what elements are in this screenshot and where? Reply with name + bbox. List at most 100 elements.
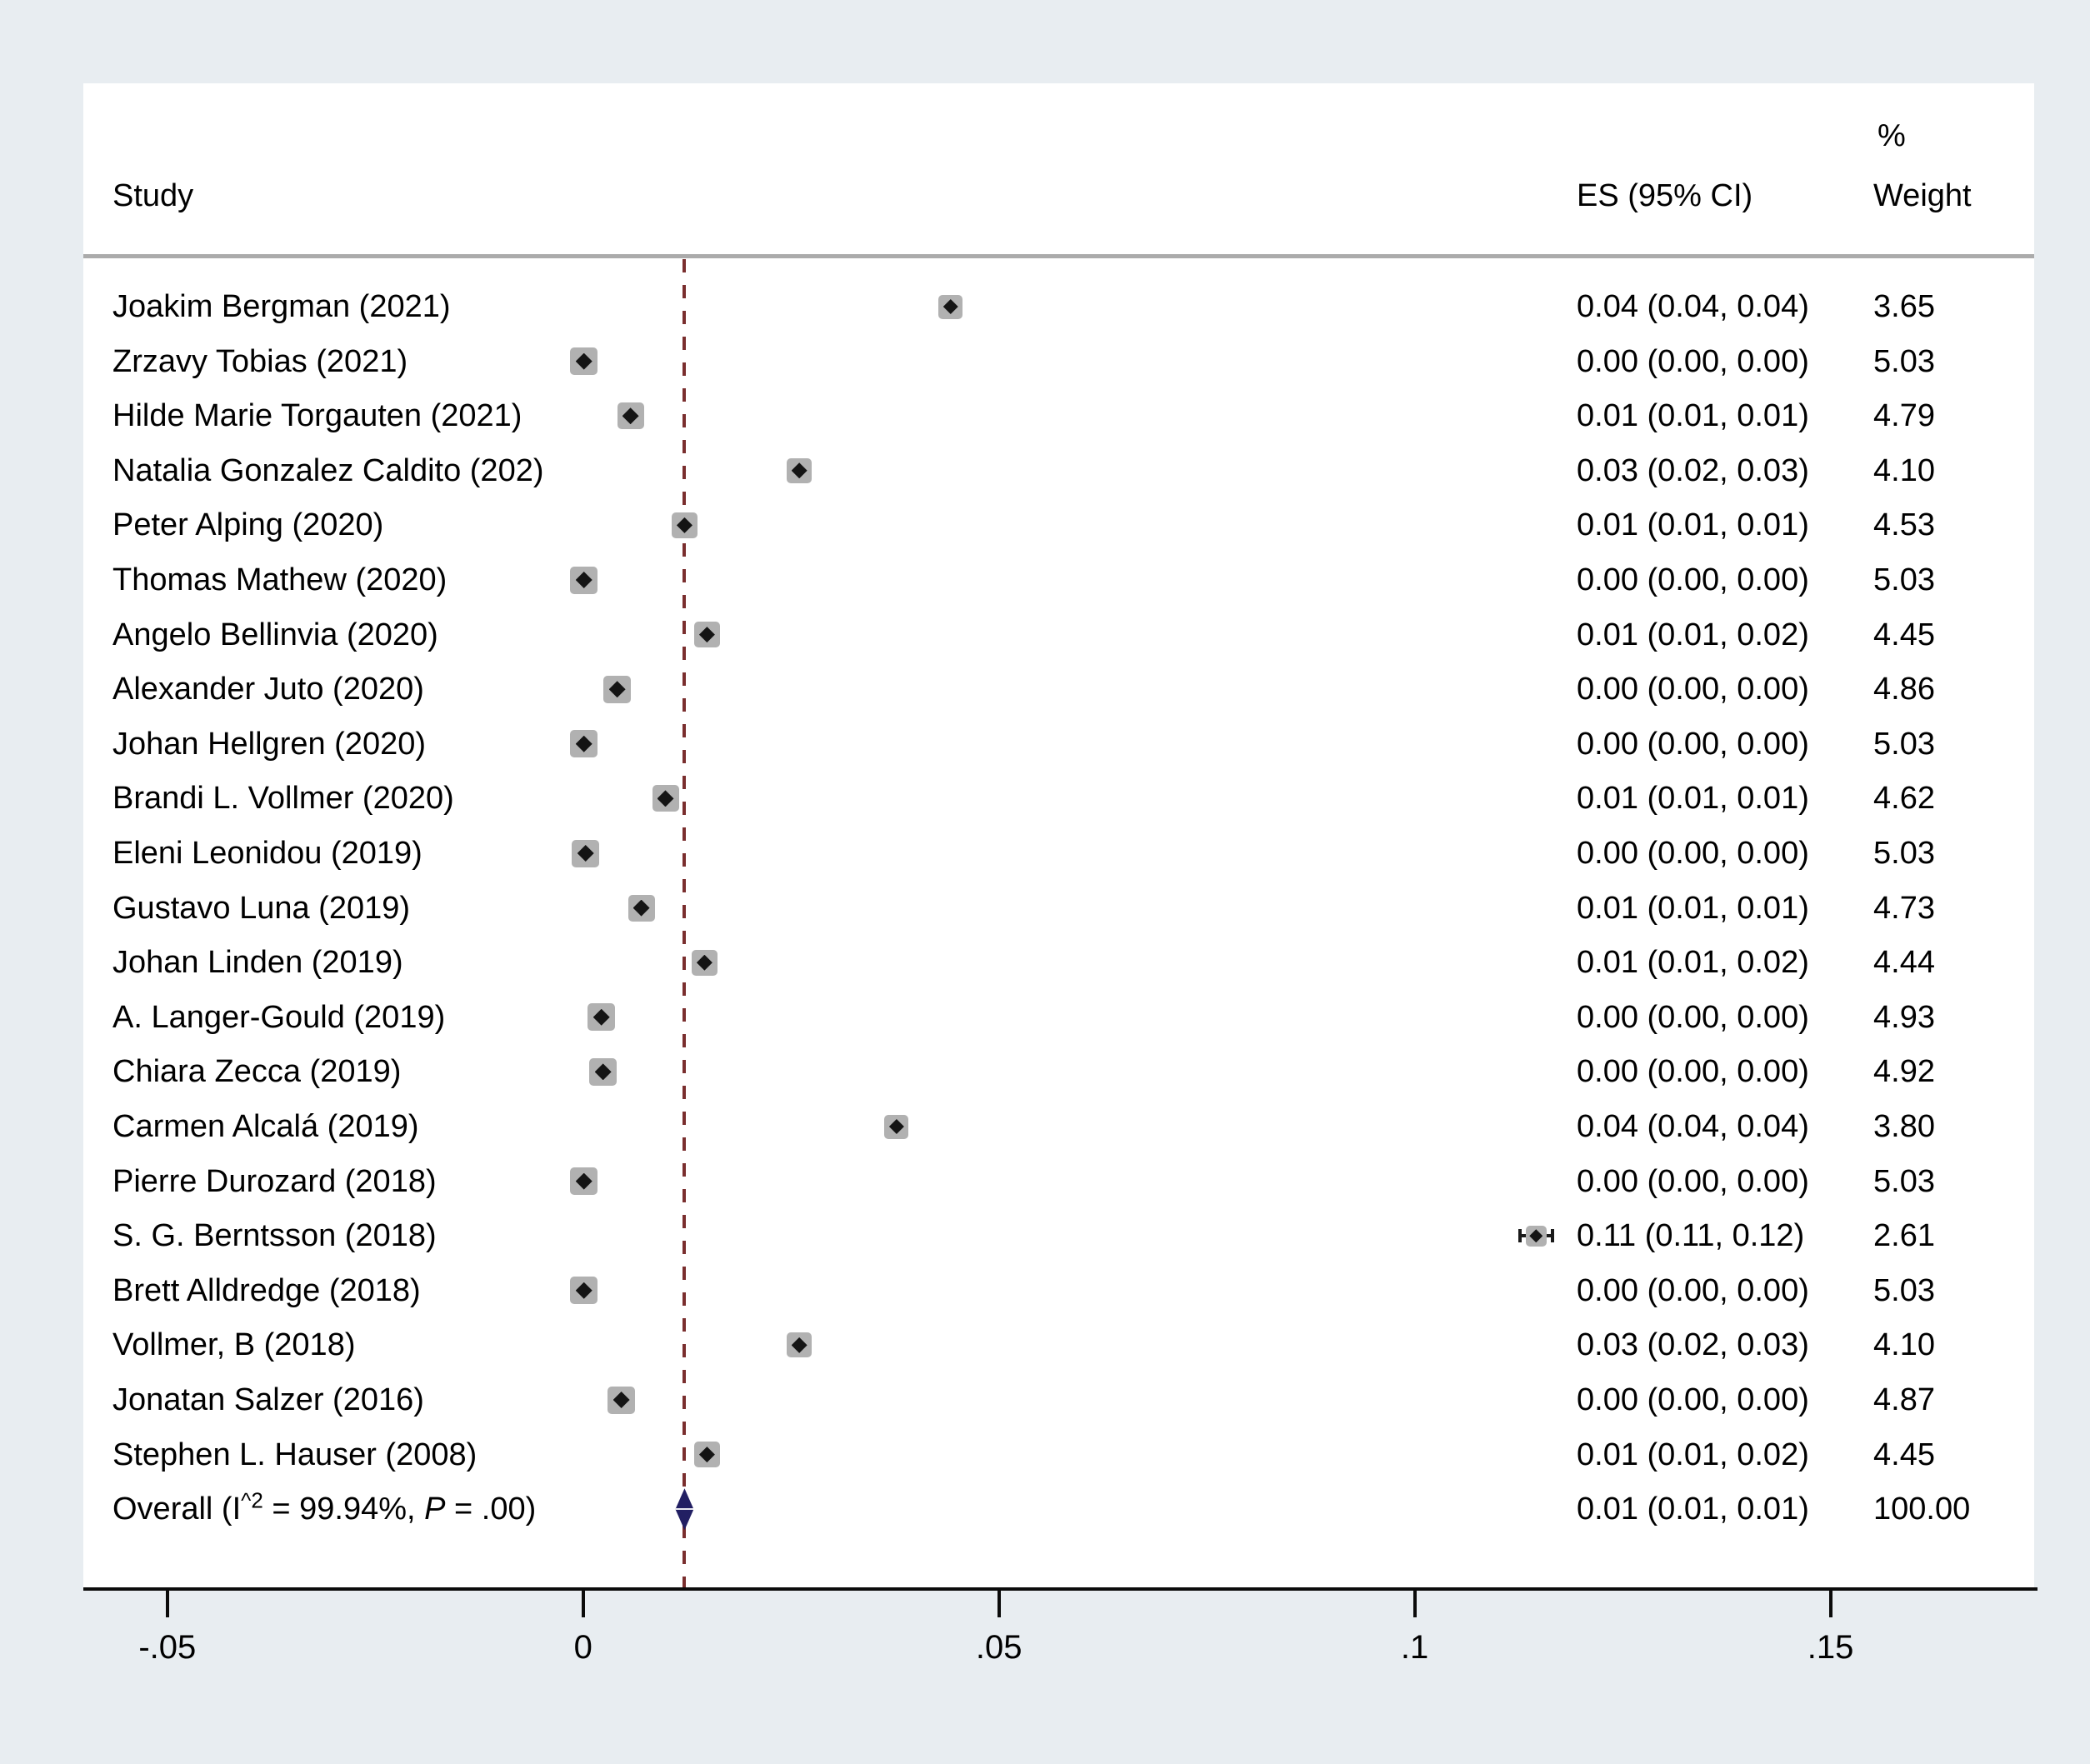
weight-value: 4.45	[1873, 617, 1935, 652]
forest-row: Hilde Marie Torgauten (2021) 0.01 (0.01, …	[0, 388, 2090, 443]
weight-value: 5.03	[1873, 343, 1935, 379]
forest-row: Zrzavy Tobias (2021) 0.00 (0.00, 0.00) 5.0…	[0, 334, 2090, 389]
effect-marker-square	[572, 839, 600, 867]
weight-value: 5.03	[1873, 1163, 1935, 1199]
forest-row: Gustavo Luna (2019) 0.01 (0.01, 0.01) 4.73	[0, 881, 2090, 936]
study-label: Gustavo Luna (2019)	[112, 890, 411, 926]
es-ci-value: 0.00 (0.00, 0.00)	[1577, 836, 1809, 871]
forest-row: Carmen Alcalá (2019) 0.04 (0.04, 0.04) 3.8…	[0, 1099, 2090, 1154]
es-ci-value: 0.04 (0.04, 0.04)	[1577, 1109, 1809, 1144]
weight-value: 5.03	[1873, 836, 1935, 871]
effect-marker-square	[652, 785, 679, 812]
forest-row: Joakim Bergman (2021) 0.04 (0.04, 0.04) 3.…	[0, 279, 2090, 334]
effect-marker-square	[1525, 1225, 1547, 1247]
es-column-header: ES (95% CI)	[1577, 178, 1753, 213]
effect-marker-square	[570, 566, 598, 594]
effect-marker-square	[787, 1332, 812, 1358]
es-ci-value: 0.03 (0.02, 0.03)	[1577, 452, 1809, 488]
percent-header: %	[1878, 118, 1906, 153]
weight-value: 4.45	[1873, 1437, 1935, 1472]
es-ci-value: 0.01 (0.01, 0.02)	[1577, 1437, 1809, 1472]
study-label: Natalia Gonzalez Caldito (202)	[112, 452, 544, 488]
weight-value: 4.93	[1873, 999, 1935, 1035]
study-label: Eleni Leonidou (2019)	[112, 836, 422, 871]
effect-marker-square	[617, 402, 644, 430]
effect-marker-diamond	[698, 627, 715, 643]
weight-value: 5.03	[1873, 562, 1935, 597]
forest-row: Thomas Mathew (2020) 0.00 (0.00, 0.00) 5.0…	[0, 552, 2090, 607]
es-ci-value: 0.00 (0.00, 0.00)	[1577, 1272, 1809, 1308]
study-label: Pierre Durozard (2018)	[112, 1163, 437, 1199]
forest-row: Alexander Juto (2020) 0.00 (0.00, 0.00) 4.…	[0, 662, 2090, 717]
effect-marker-diamond	[612, 1392, 630, 1408]
x-axis-tick-label: .15	[1807, 1629, 1854, 1666]
effect-marker-square	[589, 1057, 618, 1086]
forest-row: Natalia Gonzalez Caldito (202) 0.03 (0.02…	[0, 443, 2090, 498]
study-label: Peter Alping (2020)	[112, 507, 384, 543]
effect-marker-diamond	[575, 735, 592, 752]
weight-value: 3.80	[1873, 1109, 1935, 1144]
effect-marker-diamond	[698, 1447, 715, 1463]
forest-row: Chiara Zecca (2019) 0.00 (0.00, 0.00) 4.92	[0, 1044, 2090, 1099]
effect-marker-square	[787, 457, 812, 483]
es-ci-value: 0.01 (0.01, 0.02)	[1577, 617, 1809, 652]
es-ci-value: 0.01 (0.01, 0.01)	[1577, 507, 1809, 543]
es-ci-value: 0.03 (0.02, 0.03)	[1577, 1327, 1809, 1363]
study-label: Brandi L. Vollmer (2020)	[112, 781, 454, 817]
weight-value: 4.62	[1873, 781, 1935, 817]
effect-marker-square	[603, 675, 632, 703]
weight-value: 4.79	[1873, 398, 1935, 434]
es-ci-value: 0.01 (0.01, 0.01)	[1577, 398, 1809, 434]
x-axis-tick-label: .05	[975, 1629, 1022, 1666]
forest-row: Jonatan Salzer (2016) 0.00 (0.00, 0.00) 4.…	[0, 1372, 2090, 1427]
es-ci-value: 0.00 (0.00, 0.00)	[1577, 1382, 1809, 1417]
study-label: Hilde Marie Torgauten (2021)	[112, 398, 522, 434]
effect-marker-diamond	[657, 790, 674, 807]
es-ci-value: 0.00 (0.00, 0.00)	[1577, 1163, 1809, 1199]
x-axis-tick	[581, 1591, 585, 1617]
study-label: Johan Hellgren (2020)	[112, 726, 427, 762]
effect-marker-square	[628, 894, 655, 922]
effect-marker-diamond	[575, 572, 592, 588]
effect-marker-square	[693, 1442, 720, 1468]
effect-marker-square	[608, 1386, 636, 1414]
es-ci-value: 0.00 (0.00, 0.00)	[1577, 343, 1809, 379]
study-column-header: Study	[112, 178, 194, 213]
effect-marker-diamond	[632, 899, 650, 917]
es-ci-value: 0.04 (0.04, 0.04)	[1577, 289, 1809, 324]
overall-pooled-diamond	[675, 1488, 694, 1531]
study-label: Brett Alldredge (2018)	[112, 1272, 421, 1308]
weight-value: 4.10	[1873, 1327, 1935, 1363]
study-label: Vollmer, B (2018)	[112, 1327, 356, 1363]
overall-row: Overall (I^2 = 99.94%, P = .00) 0.01 (0.0…	[0, 1482, 2090, 1537]
effect-marker-diamond	[608, 681, 626, 698]
effect-marker-diamond	[622, 407, 639, 425]
forest-row: A. Langer-Gould (2019) 0.00 (0.00, 0.00) 4…	[0, 990, 2090, 1045]
weight-value: 4.10	[1873, 452, 1935, 488]
effect-marker-diamond	[791, 1337, 808, 1353]
effect-marker-square	[938, 294, 963, 319]
study-label: A. Langer-Gould (2019)	[112, 999, 446, 1035]
study-label: Overall (I^2 = 99.94%, P = .00)	[112, 1487, 537, 1527]
es-ci-value: 0.01 (0.01, 0.02)	[1577, 945, 1809, 981]
effect-marker-diamond	[594, 1063, 612, 1081]
forest-row: Johan Linden (2019) 0.01 (0.01, 0.02) 4.44	[0, 935, 2090, 990]
forest-row: Johan Hellgren (2020) 0.00 (0.00, 0.00) 5.…	[0, 717, 2090, 772]
forest-row: Stephen L. Hauser (2008) 0.01 (0.01, 0.02…	[0, 1427, 2090, 1482]
effect-marker-square	[693, 622, 720, 648]
forest-row: S. G. Berntsson (2018) 0.11 (0.11, 0.12) 2…	[0, 1208, 2090, 1263]
study-label: Alexander Juto (2020)	[112, 672, 424, 707]
study-label: Jonatan Salzer (2016)	[112, 1382, 424, 1417]
weight-value: 5.03	[1873, 726, 1935, 762]
es-ci-value: 0.01 (0.01, 0.01)	[1577, 781, 1809, 817]
study-label: S. G. Berntsson (2018)	[112, 1218, 437, 1254]
effect-marker-diamond	[592, 1008, 610, 1026]
effect-marker-square	[570, 347, 598, 376]
forest-row: Angelo Bellinvia (2020) 0.01 (0.01, 0.02)…	[0, 607, 2090, 662]
forest-row: Brandi L. Vollmer (2020) 0.01 (0.01, 0.01…	[0, 771, 2090, 826]
forest-row: Eleni Leonidou (2019) 0.00 (0.00, 0.00) 5.…	[0, 826, 2090, 881]
plot-panel	[83, 83, 2034, 1589]
x-axis-line	[83, 1587, 2038, 1591]
x-axis-tick	[1412, 1591, 1417, 1617]
